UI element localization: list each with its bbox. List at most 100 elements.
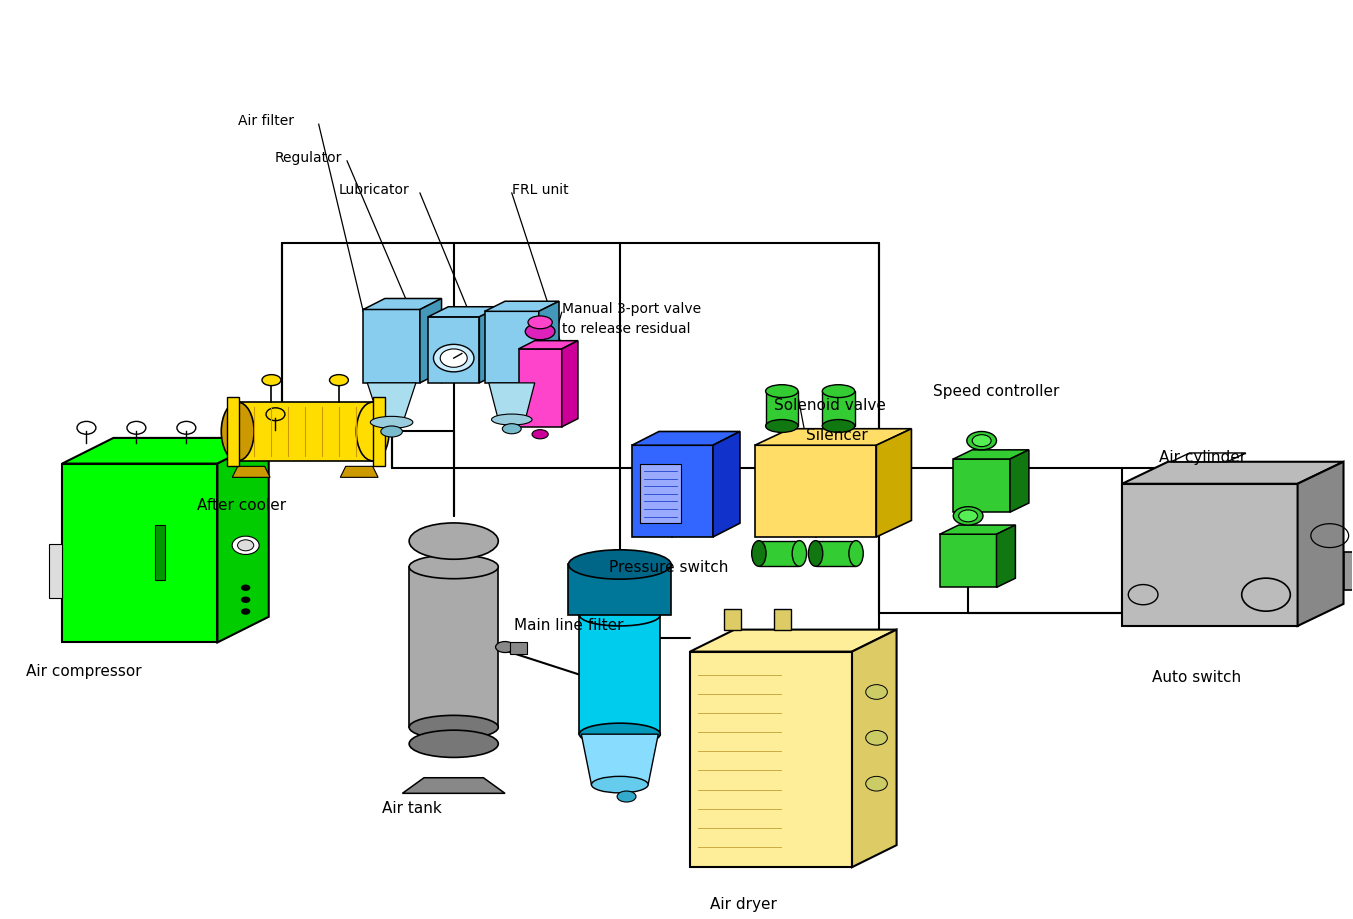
Polygon shape — [755, 429, 912, 446]
Text: Auto switch: Auto switch — [1151, 669, 1241, 685]
Polygon shape — [823, 391, 855, 426]
Polygon shape — [690, 652, 852, 868]
Polygon shape — [363, 310, 419, 383]
Text: Regulator: Regulator — [275, 151, 341, 165]
Polygon shape — [690, 630, 897, 652]
Ellipse shape — [371, 417, 413, 429]
Polygon shape — [632, 446, 713, 538]
Ellipse shape — [866, 685, 888, 699]
Polygon shape — [233, 467, 271, 478]
Bar — [372, 397, 384, 467]
Polygon shape — [940, 526, 1015, 535]
Ellipse shape — [591, 777, 648, 793]
Ellipse shape — [766, 385, 798, 398]
Bar — [510, 641, 526, 654]
Polygon shape — [402, 777, 505, 793]
Polygon shape — [484, 302, 559, 312]
Polygon shape — [579, 615, 660, 734]
Polygon shape — [238, 403, 372, 461]
Text: to release residual: to release residual — [561, 322, 690, 336]
Ellipse shape — [954, 507, 984, 526]
Ellipse shape — [440, 349, 467, 368]
Polygon shape — [1122, 462, 1344, 484]
Text: Air filter: Air filter — [238, 114, 294, 128]
Bar — [724, 610, 741, 630]
Polygon shape — [518, 349, 561, 427]
Text: After cooler: After cooler — [198, 498, 287, 513]
Ellipse shape — [752, 541, 766, 567]
Ellipse shape — [356, 403, 390, 461]
Text: Air cylinder: Air cylinder — [1158, 449, 1246, 464]
Polygon shape — [713, 432, 740, 538]
Polygon shape — [1298, 462, 1344, 626]
Ellipse shape — [262, 375, 281, 386]
Polygon shape — [479, 308, 499, 383]
Polygon shape — [49, 544, 62, 598]
Text: Air dryer: Air dryer — [710, 896, 777, 912]
Ellipse shape — [967, 432, 997, 450]
Ellipse shape — [823, 385, 855, 398]
Polygon shape — [759, 541, 800, 567]
Polygon shape — [816, 541, 856, 567]
Text: Lubricator: Lubricator — [340, 183, 410, 197]
Text: Pressure switch: Pressure switch — [609, 560, 728, 574]
Polygon shape — [62, 438, 269, 464]
Ellipse shape — [241, 608, 250, 615]
Polygon shape — [940, 535, 997, 588]
Text: Manual 3-port valve: Manual 3-port valve — [561, 302, 701, 316]
Polygon shape — [367, 383, 415, 423]
Ellipse shape — [409, 523, 498, 560]
Polygon shape — [363, 300, 441, 310]
Polygon shape — [582, 734, 659, 785]
Ellipse shape — [528, 316, 552, 329]
Polygon shape — [62, 464, 218, 642]
Ellipse shape — [617, 791, 636, 802]
Ellipse shape — [808, 541, 823, 567]
Ellipse shape — [233, 537, 260, 555]
Polygon shape — [428, 317, 479, 383]
Polygon shape — [877, 429, 912, 538]
Bar — [156, 526, 165, 580]
Polygon shape — [518, 341, 578, 349]
Ellipse shape — [973, 436, 992, 448]
Ellipse shape — [959, 510, 978, 522]
Ellipse shape — [525, 323, 555, 340]
Polygon shape — [428, 308, 499, 317]
Polygon shape — [755, 446, 877, 538]
Ellipse shape — [433, 345, 474, 372]
Polygon shape — [852, 630, 897, 868]
Polygon shape — [1122, 484, 1298, 626]
Text: Solenoid valve: Solenoid valve — [774, 397, 886, 412]
Polygon shape — [954, 460, 1009, 513]
Ellipse shape — [330, 375, 348, 386]
Ellipse shape — [766, 420, 798, 433]
Bar — [227, 397, 239, 467]
Ellipse shape — [848, 541, 863, 567]
Ellipse shape — [495, 641, 514, 652]
Polygon shape — [954, 450, 1028, 460]
Text: Air compressor: Air compressor — [26, 663, 141, 678]
Text: Speed controller: Speed controller — [934, 383, 1059, 398]
Ellipse shape — [502, 425, 521, 435]
Ellipse shape — [409, 731, 498, 757]
Polygon shape — [561, 341, 578, 427]
Ellipse shape — [793, 541, 806, 567]
Ellipse shape — [241, 584, 250, 591]
Text: Silencer: Silencer — [806, 427, 867, 442]
Ellipse shape — [823, 420, 855, 433]
Ellipse shape — [491, 414, 532, 425]
Ellipse shape — [380, 426, 402, 437]
Text: FRL unit: FRL unit — [511, 183, 568, 197]
Ellipse shape — [222, 403, 254, 461]
Polygon shape — [409, 567, 498, 728]
Ellipse shape — [241, 597, 250, 603]
Ellipse shape — [866, 731, 888, 745]
Ellipse shape — [409, 716, 498, 740]
Polygon shape — [1172, 453, 1246, 462]
Polygon shape — [218, 438, 269, 642]
Polygon shape — [484, 312, 538, 383]
Ellipse shape — [866, 777, 888, 791]
Ellipse shape — [532, 430, 548, 439]
Ellipse shape — [579, 605, 660, 626]
Bar — [1344, 552, 1353, 591]
